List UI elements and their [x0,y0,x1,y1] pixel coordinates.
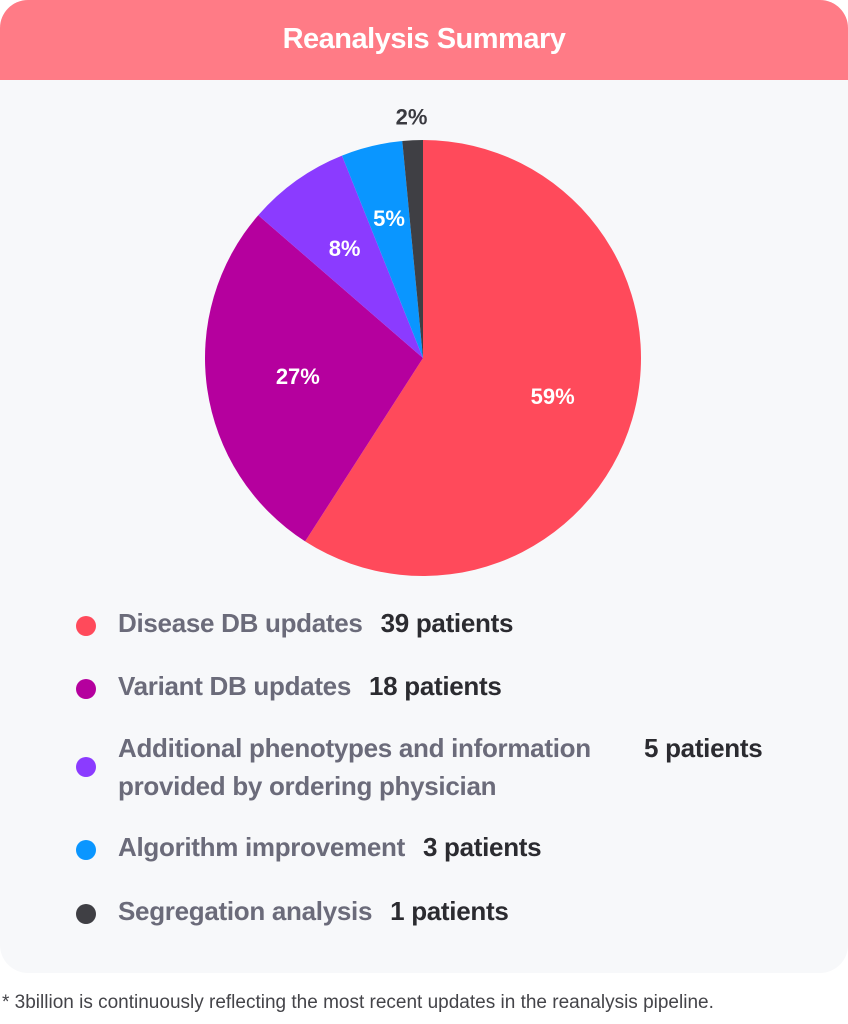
legend-dot-icon [76,616,96,636]
legend-label: Disease DB updates [118,608,363,638]
legend-label: Variant DB updates [118,671,351,701]
pie-chart: 59% 27% 8% 5% 2% [205,104,641,576]
legend-label: Algorithm improvement [118,832,405,862]
pie-label-segregation: 2% [396,104,428,129]
pie-slice-additional-phenotypes [258,155,423,358]
legend-value: 5 patients [644,733,763,763]
pie-slice-segregation [402,140,423,358]
legend-dot-icon [76,757,96,777]
pie-label-algorithm: 5% [373,206,405,231]
legend-value: 18 patients [369,671,502,701]
pie-label-variant-db: 27% [276,364,320,389]
legend-item-variant-db: Variant DB updates 18 patients [76,667,502,705]
legend-dot-icon [76,840,96,860]
footnote: * 3billion is continuously reflecting th… [2,992,714,1013]
pie-label-additional-phenotypes: 8% [329,236,361,261]
pie-label-disease-db: 59% [531,384,575,409]
pie-slice-algorithm [341,140,423,358]
pie-slice-variant-db [205,215,423,542]
card-header: Reanalysis Summary [0,0,848,80]
legend-item-algorithm: Algorithm improvement 3 patients [76,828,542,866]
legend-item-additional-phenotypes: Additional phenotypes and information pr… [76,729,763,805]
legend-value: 1 patients [390,896,509,926]
legend-label: Segregation analysis [118,896,373,926]
summary-card: Reanalysis Summary 59% 27% 8% 5% 2% Disease … [0,0,848,930]
legend-dot-icon [76,904,96,924]
legend-value: 39 patients [380,608,514,638]
pie-slice-disease-db [305,140,641,576]
legend-dot-icon [76,679,96,699]
card-title: Reanalysis Summary [282,22,566,55]
legend-item-disease-db: Disease DB updates 39 patients [76,604,513,642]
legend-value: 3 patients [422,832,542,862]
legend-label: Additional phenotypes and information pr… [118,733,591,801]
legend-item-segregation: Segregation analysis 1 patients [76,892,509,930]
